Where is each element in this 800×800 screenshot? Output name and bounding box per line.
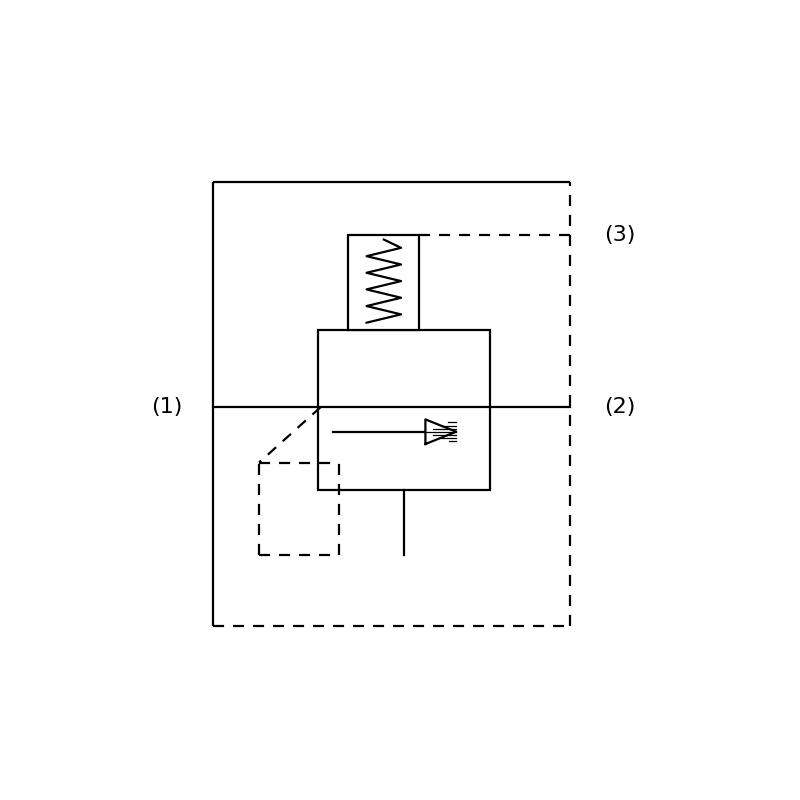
Text: (3): (3) bbox=[604, 225, 635, 245]
Bar bbox=[318, 330, 490, 490]
Bar bbox=[349, 234, 419, 330]
Text: (2): (2) bbox=[604, 397, 635, 417]
Text: (1): (1) bbox=[151, 397, 182, 417]
